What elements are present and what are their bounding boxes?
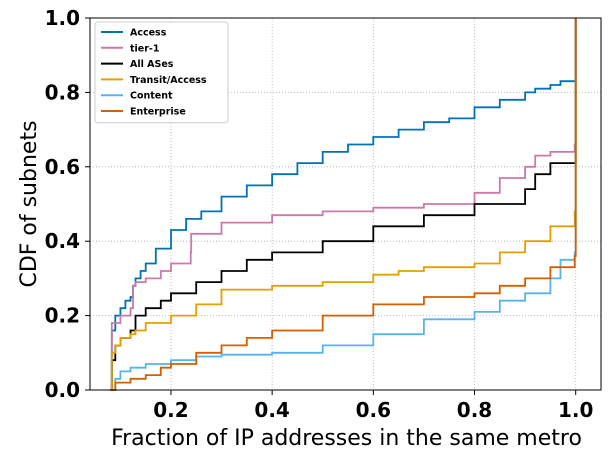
series-line-access (110, 18, 577, 391)
y-tick-label: 0.2 (45, 304, 80, 328)
x-tick-label: 0.6 (356, 398, 391, 422)
y-tick-label: 0.4 (45, 229, 80, 253)
x-tick-label: 1.0 (558, 398, 593, 422)
series-lines (110, 18, 577, 391)
series-line-enterprise (110, 18, 577, 391)
y-tick-label: 0.0 (45, 378, 80, 402)
y-tick-label: 1.0 (45, 6, 80, 30)
legend-label-tier-1: tier-1 (130, 43, 159, 54)
plot-frame (89, 17, 602, 391)
legend-label-enterprise: Enterprise (130, 107, 186, 118)
legend-label-all-ases: All ASes (130, 59, 174, 70)
legend-box (94, 21, 229, 124)
x-tick-label: 0.2 (153, 398, 188, 422)
legend-label-content: Content (130, 91, 173, 102)
axis-ticks: 0.2 0.4 0.6 0.8 1.0 0.0 0.2 0.4 0.6 0.8 1.0 (45, 6, 594, 422)
x-axis-label: Fraction of IP addresses in the same met… (111, 426, 582, 451)
y-tick-label: 0.8 (45, 80, 80, 104)
legend-label-transit-access: Transit/Access (130, 75, 207, 86)
legend: Access tier-1 All ASes Transit/Access Conten… (94, 21, 229, 124)
legend-label-access: Access (130, 28, 167, 39)
y-tick-label: 0.6 (45, 155, 80, 179)
x-tick-label: 0.8 (457, 398, 492, 422)
series-line-transit-access (110, 18, 577, 391)
y-axis-label: CDF of subnets (17, 120, 42, 287)
series-line-tier-1 (110, 18, 577, 391)
x-tick-label: 0.4 (254, 398, 289, 422)
